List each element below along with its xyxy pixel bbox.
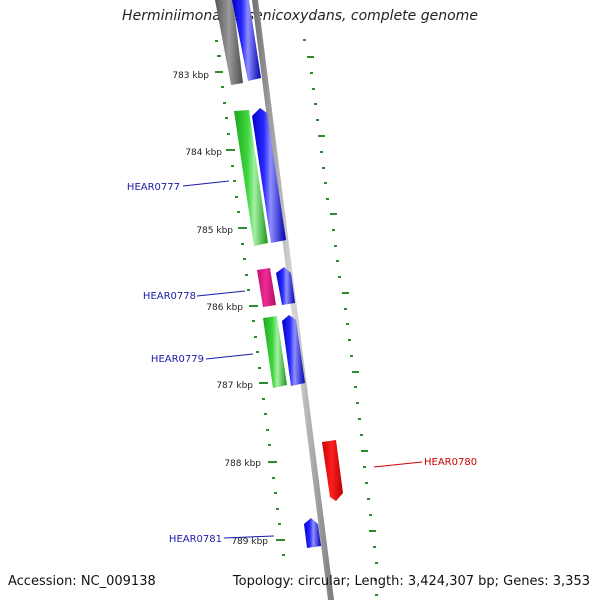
cds-blue-hear0777-partner[interactable] [252, 108, 286, 243]
cds-green-hear0779[interactable] [263, 316, 287, 388]
inner-tick-track [215, 40, 285, 556]
cds-blue-hear0778-partner[interactable] [276, 267, 295, 305]
genome-stats-text: Topology: circular; Length: 3,424,307 bp… [232, 574, 590, 589]
kbp-label-787: 787 kbp [216, 381, 253, 391]
cds-green-hear0777[interactable] [234, 110, 268, 246]
gene-label-hear0781[interactable]: HEAR0781 [169, 534, 222, 545]
kbp-label-786: 786 kbp [206, 303, 243, 313]
cds-magenta-hear0778[interactable] [257, 268, 276, 307]
gene-label-leaders [182, 180, 423, 539]
cds-blue-feature-1[interactable] [232, 0, 261, 81]
kbp-label-783: 783 kbp [172, 71, 209, 81]
kbp-label-785: 785 kbp [196, 226, 233, 236]
gene-label-hear0780[interactable]: HEAR0780 [424, 457, 477, 468]
kbp-label-784: 784 kbp [185, 148, 222, 158]
accession-text: Accession: NC_009138 [8, 574, 156, 589]
gene-label-hear0779[interactable]: HEAR0779 [151, 354, 204, 365]
map-title: Herminiimonas arsenicoxydans, complete g… [122, 8, 478, 24]
kbp-label-789: 789 kbp [231, 537, 268, 547]
kbp-label-788: 788 kbp [224, 459, 261, 469]
outer-tick-track [303, 39, 378, 596]
cds-grey-feature[interactable] [215, 0, 243, 85]
gene-label-hear0777[interactable]: HEAR0777 [127, 182, 180, 193]
cds-red-hear0780[interactable] [322, 440, 343, 501]
gene-label-hear0778[interactable]: HEAR0778 [143, 291, 196, 302]
cds-blue-hear0781[interactable] [304, 518, 321, 548]
cds-blue-hear0779-partner[interactable] [282, 315, 305, 386]
